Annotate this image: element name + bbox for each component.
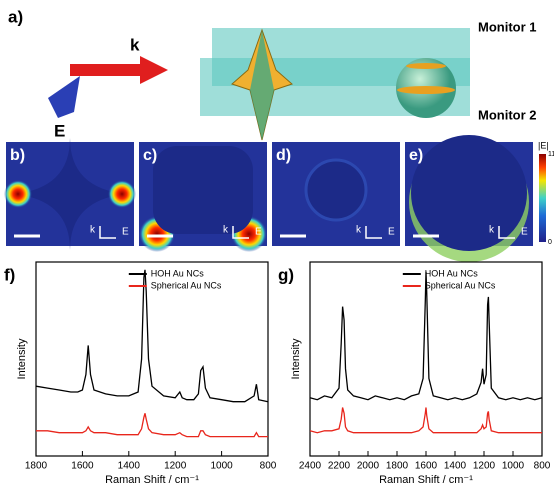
x-tick-label: 2000 xyxy=(357,461,380,472)
x-axis-label: Raman Shift / cm⁻¹ xyxy=(379,474,473,484)
k-arrow xyxy=(70,56,168,84)
panel-label: g) xyxy=(278,265,294,284)
x-tick-label: 2200 xyxy=(328,461,351,472)
legend-label: Spherical Au NCs xyxy=(425,280,496,290)
spectra: 1800 1600 1400 1200 1000 800 Raman Shift / cm⁻… xyxy=(4,262,551,484)
panel-label: e) xyxy=(409,147,423,164)
sphere-band xyxy=(397,86,455,94)
y-axis-label: Intensity xyxy=(16,338,28,379)
panel-label: a) xyxy=(8,7,23,26)
x-tick-label: 1800 xyxy=(25,461,48,472)
x-tick-label: 1000 xyxy=(210,461,233,472)
x-tick-label: 1800 xyxy=(386,461,409,472)
spectrum-line xyxy=(310,408,542,433)
e-arrow xyxy=(48,76,80,118)
legend-label: HOH Au NCs xyxy=(151,268,205,278)
panel-label: c) xyxy=(143,147,157,164)
x-tick-label: 800 xyxy=(534,461,551,472)
colorbar-max: 11 xyxy=(548,151,554,158)
legend-label: Spherical Au NCs xyxy=(151,280,222,290)
colorbar-min: 0 xyxy=(548,239,552,246)
spectrum-line xyxy=(36,413,268,436)
legend-label: HOH Au NCs xyxy=(425,268,479,278)
x-tick-label: 1600 xyxy=(71,461,94,472)
k-label: k xyxy=(130,35,140,54)
x-axis-label: Raman Shift / cm⁻¹ xyxy=(105,474,199,484)
x-tick-label: 1200 xyxy=(164,461,187,472)
x-tick-label: 1400 xyxy=(118,461,141,472)
chart: 1800 1600 1400 1200 1000 800 Raman Shift / cm⁻… xyxy=(4,262,277,484)
panel-label: b) xyxy=(10,147,25,164)
x-tick-label: 2400 xyxy=(299,461,322,472)
particle xyxy=(411,135,527,251)
particle xyxy=(306,160,366,220)
x-tick-label: 1600 xyxy=(415,461,438,472)
x-tick-label: 1000 xyxy=(502,461,525,472)
chart: 2400 2200 2000 1800 1600 1400 1200 1000 800 Raman… xyxy=(278,262,551,484)
panel-label: d) xyxy=(276,147,291,164)
spectrum-line xyxy=(310,272,542,400)
colorbar-label: |E| xyxy=(538,140,549,150)
x-tick-label: 1400 xyxy=(444,461,467,472)
panel-label: f) xyxy=(4,265,15,284)
monitor-label: Monitor 2 xyxy=(478,107,537,122)
x-tick-label: 1200 xyxy=(473,461,496,472)
e-label: E xyxy=(388,227,395,238)
y-axis-label: Intensity xyxy=(290,338,302,379)
e-label: E xyxy=(521,227,528,238)
panel-a: a) k E Monitor 1 Monitor 2 xyxy=(8,7,537,140)
particle xyxy=(153,146,253,234)
e-label: E xyxy=(122,227,129,238)
plot-frame xyxy=(36,262,268,456)
monitor-label: Monitor 1 xyxy=(478,19,537,34)
e-label: E xyxy=(255,227,262,238)
hot-spot xyxy=(4,180,32,208)
figure: a) k E Monitor 1 Monitor 2 b)kEc)kEd)kEe… xyxy=(0,0,554,484)
e-label: E xyxy=(54,121,65,140)
sphere-band xyxy=(406,63,446,69)
hot-spot xyxy=(108,180,136,208)
colorbar xyxy=(539,154,546,242)
x-tick-label: 800 xyxy=(260,461,277,472)
